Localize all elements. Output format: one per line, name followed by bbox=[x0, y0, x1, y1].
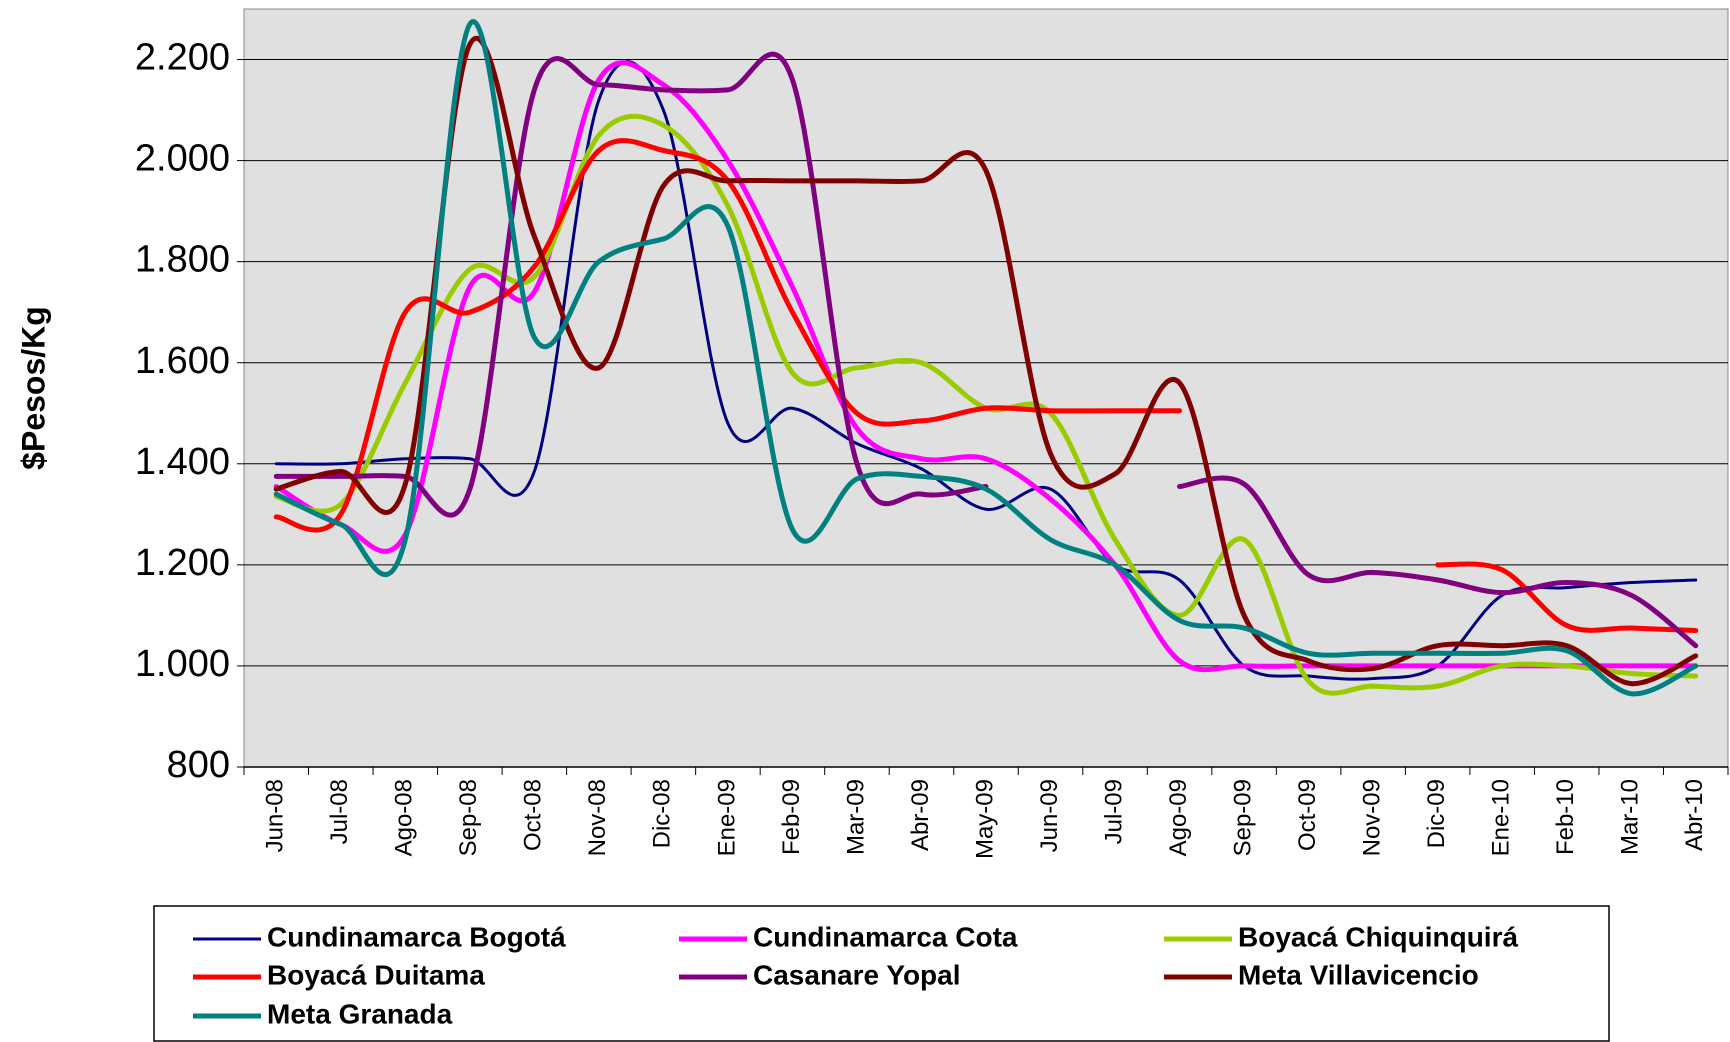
x-tick-label: Mar-10 bbox=[1617, 779, 1644, 855]
y-tick-label: 1.000 bbox=[135, 643, 230, 685]
y-tick-label: 1.200 bbox=[135, 542, 230, 584]
x-tick-label: Jul-09 bbox=[1100, 779, 1127, 844]
legend-label: Meta Granada bbox=[267, 998, 453, 1029]
x-tick-label: Abr-10 bbox=[1681, 779, 1708, 851]
series-line bbox=[274, 60, 1698, 681]
x-tick-label: Ene-09 bbox=[713, 779, 740, 856]
x-tick-label: Jun-09 bbox=[1036, 779, 1063, 852]
x-tick-label: Ago-08 bbox=[391, 779, 418, 856]
x-tick-label: Dic-09 bbox=[1423, 779, 1450, 848]
series-line bbox=[273, 35, 1699, 687]
x-tick-label: Oct-08 bbox=[520, 779, 547, 851]
series-line bbox=[273, 60, 1699, 673]
x-tick-label: Mar-09 bbox=[842, 779, 869, 855]
x-tick-label: Sep-08 bbox=[455, 779, 482, 856]
y-tick-label: 1.800 bbox=[135, 239, 230, 281]
x-tick-label: Feb-10 bbox=[1552, 779, 1579, 855]
x-tick-label: Ene-10 bbox=[1488, 779, 1515, 856]
series-line bbox=[273, 138, 1699, 634]
x-tick-label: May-09 bbox=[971, 779, 998, 859]
y-tick-label: 1.400 bbox=[135, 441, 230, 483]
legend-label: Casanare Yopal bbox=[753, 959, 961, 990]
legend-label: Boyacá Duitama bbox=[267, 959, 485, 990]
legend-label: Cundinamarca Cota bbox=[753, 921, 1018, 952]
x-tick-label: Oct-09 bbox=[1294, 779, 1321, 851]
x-tick-label: Dic-08 bbox=[649, 779, 676, 848]
y-axis-label: $Pesos/Kg bbox=[15, 306, 51, 470]
x-tick-label: Nov-08 bbox=[584, 779, 611, 856]
x-tick-label: Feb-09 bbox=[778, 779, 805, 855]
series-line bbox=[273, 51, 1699, 649]
legend-label: Cundinamarca Bogotá bbox=[267, 921, 566, 952]
series-line bbox=[273, 19, 1699, 697]
y-tick-label: 2.000 bbox=[135, 138, 230, 180]
series-line bbox=[273, 113, 1699, 696]
y-tick-label: 800 bbox=[167, 744, 230, 786]
y-tick-label: 1.600 bbox=[135, 340, 230, 382]
x-tick-label: Jul-08 bbox=[326, 779, 353, 844]
x-tick-label: Abr-09 bbox=[907, 779, 934, 851]
x-tick-label: Ago-09 bbox=[1165, 779, 1192, 856]
x-tick-label: Sep-09 bbox=[1229, 779, 1256, 856]
y-tick-label: 2.200 bbox=[135, 37, 230, 79]
x-tick-label: Nov-09 bbox=[1358, 779, 1385, 856]
legend-label: Meta Villavicencio bbox=[1238, 959, 1479, 990]
legend-box bbox=[153, 905, 1610, 1042]
x-tick-label: Jun-08 bbox=[262, 779, 289, 852]
legend-label: Boyacá Chiquinquirá bbox=[1238, 921, 1518, 952]
